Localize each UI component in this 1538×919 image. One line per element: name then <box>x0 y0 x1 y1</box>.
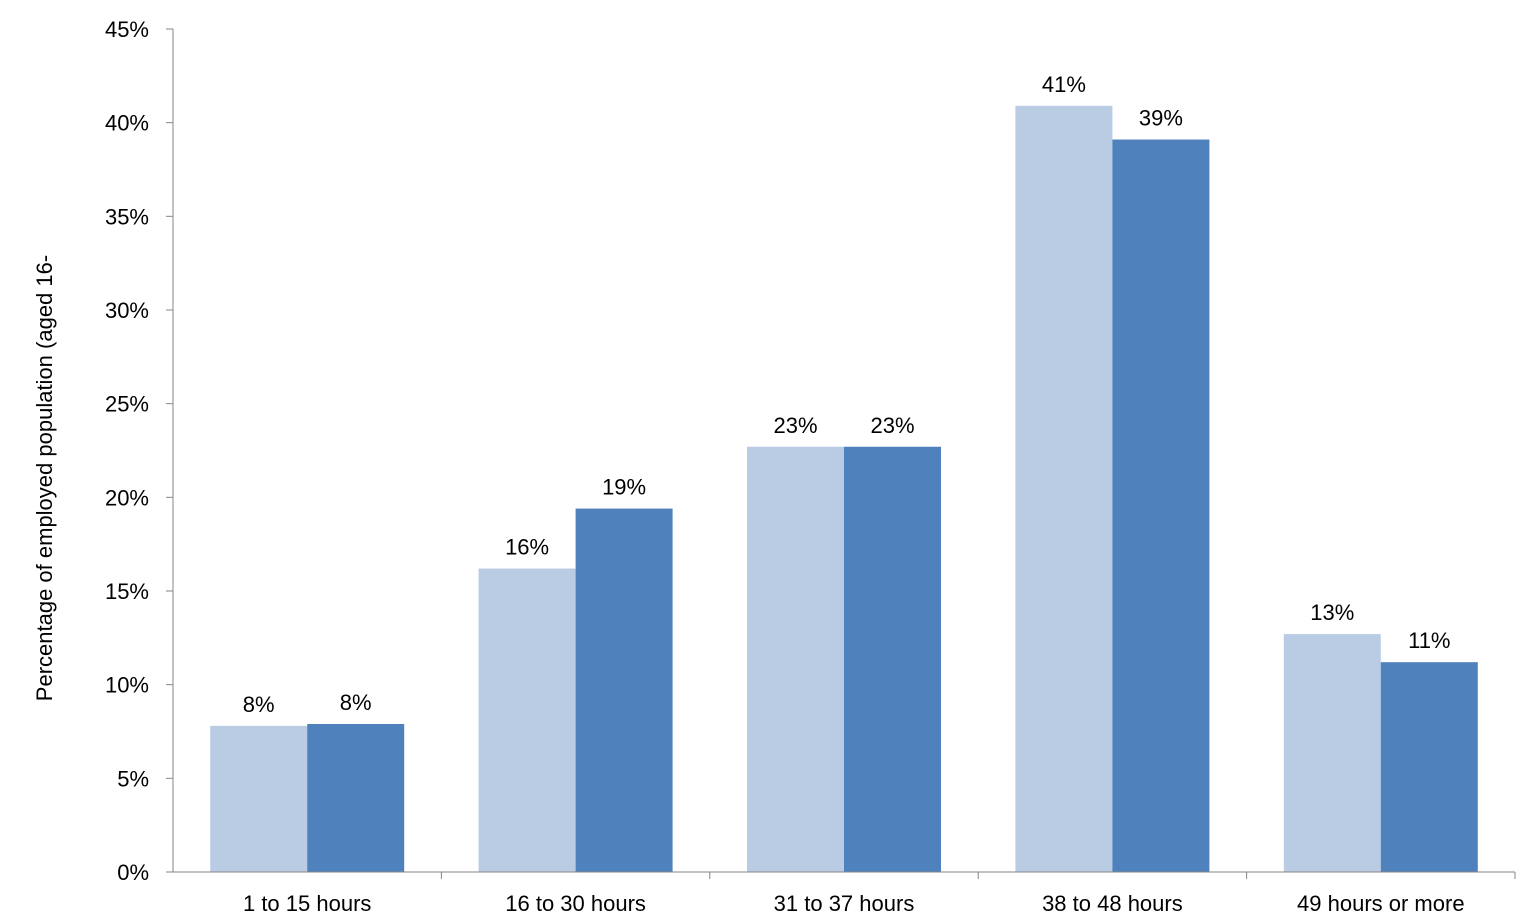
y-tick-label: 5% <box>117 766 149 791</box>
bar-data-label: 23% <box>870 413 914 438</box>
bar <box>210 725 308 872</box>
y-tick-label: 15% <box>105 579 149 604</box>
bar <box>575 508 673 872</box>
bar-data-label: 41% <box>1042 72 1086 97</box>
bar <box>307 724 405 872</box>
bar-data-label: 39% <box>1139 106 1183 131</box>
bar-data-label: 8% <box>340 690 372 715</box>
bar <box>747 446 844 872</box>
x-tick-label: 38 to 48 hours <box>1042 891 1183 916</box>
bar-data-label: 19% <box>602 475 646 500</box>
x-tick-label: 31 to 37 hours <box>774 891 915 916</box>
bar <box>478 568 576 872</box>
bar-data-label: 16% <box>505 535 549 560</box>
x-axis-ticks: 1 to 15 hours 16 to 30 hours 31 to 37 hour… <box>243 872 1516 916</box>
y-tick-label: 25% <box>105 392 149 417</box>
y-tick-label: 30% <box>105 298 149 323</box>
data-labels: 8% 8% 16% 19% 23% 23% 41% 39% 13% 11% <box>243 72 1451 717</box>
y-tick-label: 45% <box>105 17 149 42</box>
bar-data-label: 11% <box>1408 628 1450 653</box>
y-axis-title: Percentage of employed population (aged … <box>32 255 57 701</box>
y-tick-label: 35% <box>105 204 149 229</box>
bar-data-label: 8% <box>243 692 275 717</box>
y-axis-ticks: 0% 5% 10% 15% 20% 25% 30% 35% 40% 45% <box>105 17 173 885</box>
y-tick-label: 40% <box>105 111 149 136</box>
x-tick-label: 1 to 15 hours <box>243 891 371 916</box>
bar-data-label: 23% <box>773 413 817 438</box>
y-tick-label: 20% <box>105 485 149 510</box>
x-tick-label: 16 to 30 hours <box>505 891 646 916</box>
bar <box>1380 662 1478 872</box>
bar-data-label: 13% <box>1310 600 1354 625</box>
bar <box>1015 105 1113 873</box>
bar <box>844 446 941 872</box>
y-tick-label: 10% <box>105 673 149 698</box>
bar <box>1112 139 1210 872</box>
bar <box>1283 634 1381 872</box>
y-tick-label: 0% <box>117 860 149 885</box>
x-tick-label: 49 hours or more <box>1297 891 1465 916</box>
bars <box>210 105 1478 873</box>
